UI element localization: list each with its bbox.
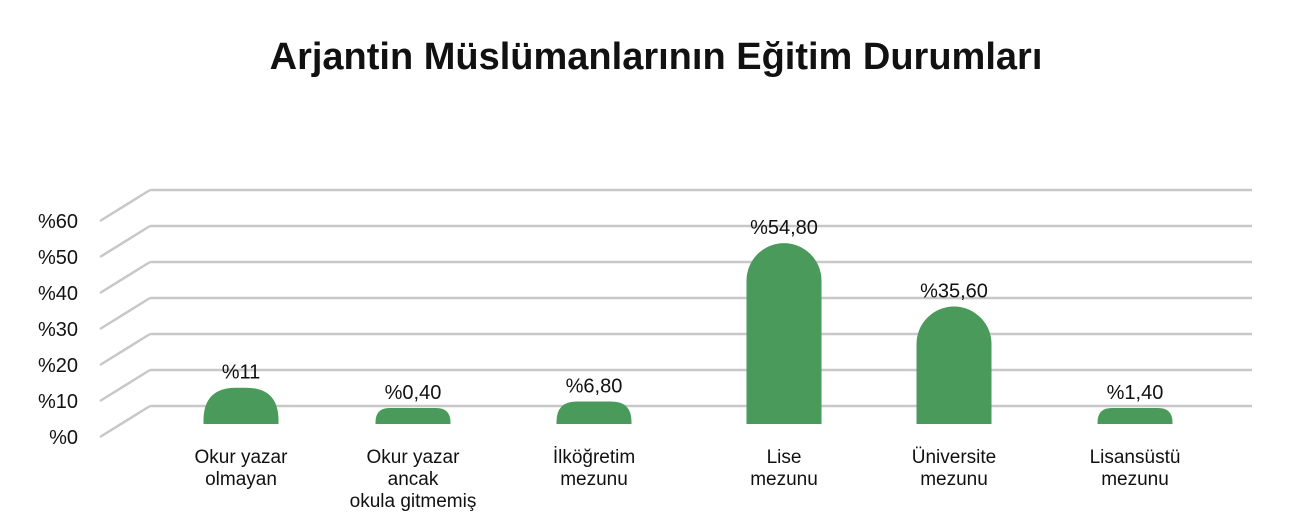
bar bbox=[916, 306, 992, 424]
x-tick-label: mezunu bbox=[560, 469, 628, 490]
x-tick-label: Okur yazar bbox=[195, 447, 289, 468]
gridline-depth bbox=[99, 368, 151, 403]
chart-title: Arjantin Müslümanlarının Eğitim Durumlar… bbox=[269, 36, 1043, 78]
bars bbox=[203, 243, 1173, 424]
bar bbox=[375, 408, 451, 424]
data-label: %1,40 bbox=[1107, 382, 1164, 404]
x-tick-label: İlköğretim bbox=[553, 447, 635, 468]
y-tick-label: %60 bbox=[38, 211, 78, 233]
y-tick-label: %30 bbox=[38, 319, 78, 341]
y-tick-label: %20 bbox=[38, 355, 78, 377]
data-label: %0,40 bbox=[385, 382, 442, 404]
bar bbox=[203, 387, 279, 424]
x-tick-label: olmayan bbox=[205, 469, 277, 490]
data-label: %6,80 bbox=[566, 376, 623, 398]
gridline-depth bbox=[99, 224, 151, 259]
bar bbox=[556, 401, 632, 424]
gridlines bbox=[99, 188, 1252, 439]
y-tick-label: %50 bbox=[38, 247, 78, 269]
x-tick-label: Lisansüstü bbox=[1090, 447, 1181, 468]
data-labels: %11 %0,40 %6,80 %54,80 %35,60 %1,40 bbox=[222, 217, 1164, 404]
x-tick-label: mezunu bbox=[920, 469, 988, 490]
y-axis-ticks: %0 %10 %20 %30 %40 %50 %60 bbox=[38, 211, 78, 449]
bar bbox=[1097, 408, 1173, 424]
gridline-depth bbox=[99, 188, 151, 223]
data-label: %11 bbox=[222, 362, 261, 384]
x-tick-label: Lise bbox=[767, 447, 802, 468]
data-label: %54,80 bbox=[750, 217, 818, 239]
y-tick-label: %0 bbox=[49, 427, 78, 449]
gridline-depth bbox=[99, 260, 151, 295]
x-tick-label: mezunu bbox=[1101, 469, 1169, 490]
y-tick-label: %40 bbox=[38, 283, 78, 305]
y-tick-label: %10 bbox=[38, 391, 78, 413]
gridline-depth bbox=[99, 296, 151, 331]
x-tick-label: Okur yazar bbox=[367, 447, 461, 468]
x-tick-label: Üniversite bbox=[912, 447, 996, 468]
x-tick-label: mezunu bbox=[750, 469, 818, 490]
gridline-depth bbox=[99, 404, 151, 439]
bar bbox=[746, 243, 822, 424]
x-tick-label: ancak bbox=[388, 469, 439, 490]
data-label: %35,60 bbox=[920, 281, 988, 303]
gridline-depth bbox=[99, 332, 151, 367]
x-tick-label: okula gitmemiş bbox=[350, 491, 477, 512]
